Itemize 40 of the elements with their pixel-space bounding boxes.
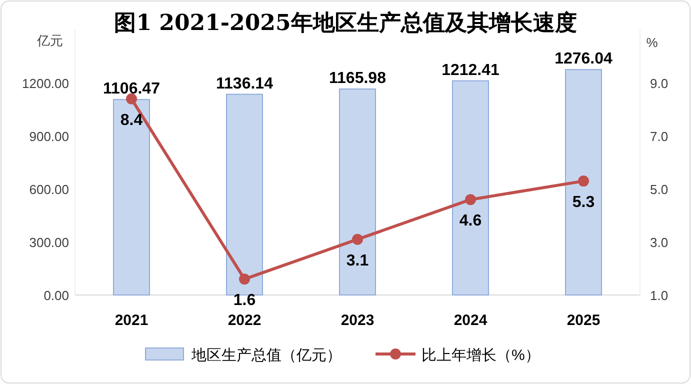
- point: [239, 274, 250, 285]
- y-tick-label: 1200.00: [22, 76, 69, 91]
- x-tick-label: 2024: [454, 312, 488, 329]
- bar: [339, 88, 376, 296]
- y-tick-label: 300.00: [29, 235, 69, 250]
- y-tick-label: 600.00: [29, 182, 69, 197]
- data-label: 3.1: [346, 252, 369, 270]
- y2-tick-label: 3.0: [650, 235, 668, 250]
- bar: [452, 80, 489, 296]
- point: [126, 93, 137, 104]
- y-axis-title: 亿元: [36, 33, 63, 48]
- bar: [226, 94, 263, 296]
- point: [352, 234, 363, 245]
- data-label: 1212.41: [442, 62, 500, 79]
- data-label: 8.4: [120, 112, 143, 129]
- legend-label: 地区生产总值（亿元）: [190, 347, 342, 364]
- y2-tick-label: 1.0: [650, 288, 668, 303]
- x-tick-label: 2021: [114, 312, 148, 329]
- data-label: 5.3: [572, 194, 595, 212]
- data-label: 1276.04: [554, 50, 613, 68]
- legend-label: 比上年增长（%）: [422, 347, 540, 364]
- data-label: 4.6: [459, 212, 482, 230]
- y2-tick-label: 9.0: [650, 76, 668, 91]
- y-tick-label: 900.00: [29, 129, 69, 144]
- x-tick-label: 2022: [228, 312, 262, 329]
- data-label: 1136.14: [216, 75, 274, 92]
- chart-title: 图1 2021-2025年地区生产总值及其增长速度: [114, 10, 577, 36]
- y2-tick-label: 5.0: [650, 182, 668, 197]
- data-label: 1106.47: [103, 80, 160, 98]
- x-tick-label: 2023: [340, 312, 374, 329]
- data-label: 1.6: [233, 292, 256, 310]
- y-tick-label: 0.00: [44, 288, 69, 303]
- data-label: 1165.98: [329, 70, 386, 88]
- x-tick-label: 2025: [566, 312, 600, 329]
- y2-tick-label: 7.0: [650, 129, 668, 144]
- point: [465, 194, 476, 206]
- point: [578, 176, 589, 187]
- y2-axis-title: %: [646, 35, 658, 50]
- bar: [113, 99, 150, 296]
- bar: [565, 69, 602, 296]
